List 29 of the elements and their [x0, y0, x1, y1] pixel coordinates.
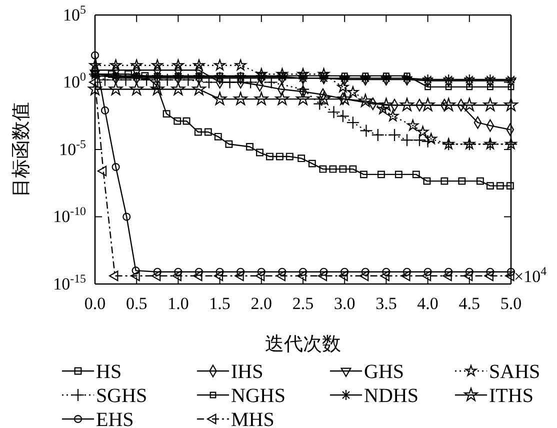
y-tick-label: 10$^{-5}$ — [59, 136, 86, 159]
legend-label: IHS — [231, 361, 264, 383]
legend-label: NDHS — [364, 385, 418, 407]
legend-label: SAHS — [489, 361, 540, 383]
x-tick-label: 5.0 — [500, 294, 522, 314]
x-tick-label: 0.5 — [126, 294, 148, 314]
legend-label: SGHS — [96, 385, 148, 407]
legend-label: GHS — [364, 361, 404, 383]
x-tick-label: 3.5 — [376, 294, 397, 314]
x-tick-label: 4.0 — [417, 294, 438, 314]
legend-label: EHS — [96, 409, 134, 428]
x-axis-title: 迭代次数 — [265, 334, 341, 355]
x-tick-label: 3.0 — [334, 294, 356, 314]
legend-label: MHS — [231, 409, 274, 428]
x-tick-label: 2.5 — [292, 294, 314, 314]
legend-label: HS — [96, 361, 122, 383]
x-tick-label: 1.0 — [168, 294, 189, 314]
legend-label: ITHS — [489, 385, 534, 407]
text: ×10$^{4}$ — [514, 264, 547, 286]
legend-label: NGHS — [231, 385, 286, 407]
y-tick-label: 10$^{5}$ — [63, 2, 86, 24]
y-tick-label: 10$^{0}$ — [63, 70, 86, 92]
x-tick-label: 4.5 — [458, 294, 480, 314]
x-tick-label: 2.0 — [250, 294, 272, 314]
x-tick-label: 0.0 — [84, 294, 106, 314]
y-axis-title: 目标函数值 — [11, 102, 32, 197]
y-tick-label: 10$^{-10}$ — [53, 204, 86, 226]
x-tick-label: 1.5 — [209, 294, 230, 314]
y-tick-label: 10$^{-15}$ — [53, 271, 86, 294]
